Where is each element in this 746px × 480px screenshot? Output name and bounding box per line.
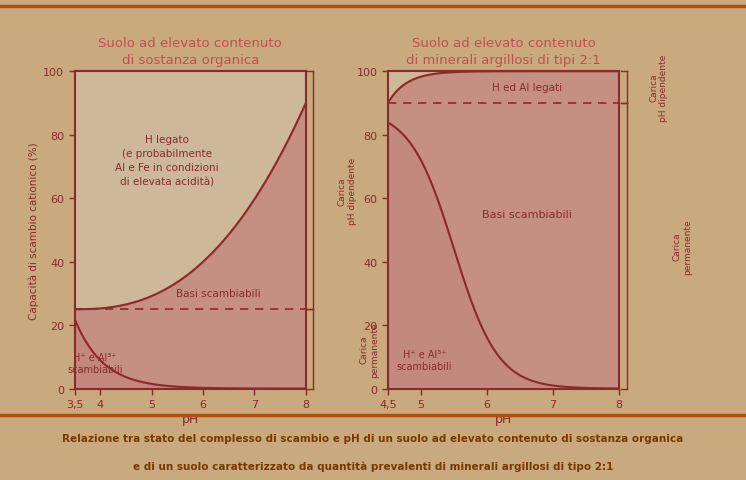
Title: Suolo ad elevato contenuto
di minerali argillosi di tipi 2:1: Suolo ad elevato contenuto di minerali a… [406, 37, 601, 67]
Text: Basi scambiabili: Basi scambiabili [482, 210, 571, 219]
Text: Basi scambiabili: Basi scambiabili [176, 289, 261, 299]
Text: Carica
permanente: Carica permanente [673, 218, 692, 274]
Text: H⁺ e Al³⁺
scambiabili: H⁺ e Al³⁺ scambiabili [67, 352, 123, 374]
Text: H ed Al legati: H ed Al legati [492, 83, 562, 93]
X-axis label: pH: pH [495, 412, 513, 425]
Text: Carica
pH dipendente: Carica pH dipendente [337, 157, 357, 224]
X-axis label: pH: pH [181, 412, 199, 425]
Text: Carica
pH dipendente: Carica pH dipendente [649, 54, 668, 121]
Text: e di un suolo caratterizzato da quantità prevalenti di minerali argillosi di tip: e di un suolo caratterizzato da quantità… [133, 460, 613, 471]
Title: Suolo ad elevato contenuto
di sostanza organica: Suolo ad elevato contenuto di sostanza o… [98, 37, 282, 67]
Text: Carica
permanente: Carica permanente [360, 322, 379, 377]
Text: H legato
(e probabilmente
Al e Fe in condizioni
di elevata acidità): H legato (e probabilmente Al e Fe in con… [116, 135, 219, 187]
Y-axis label: Capacità di scambio cationico (%): Capacità di scambio cationico (%) [28, 142, 39, 319]
Text: Relazione tra stato del complesso di scambio e pH di un suolo ad elevato contenu: Relazione tra stato del complesso di sca… [63, 433, 683, 443]
Text: H⁺ e Al³⁺
scambiabili: H⁺ e Al³⁺ scambiabili [397, 349, 452, 372]
